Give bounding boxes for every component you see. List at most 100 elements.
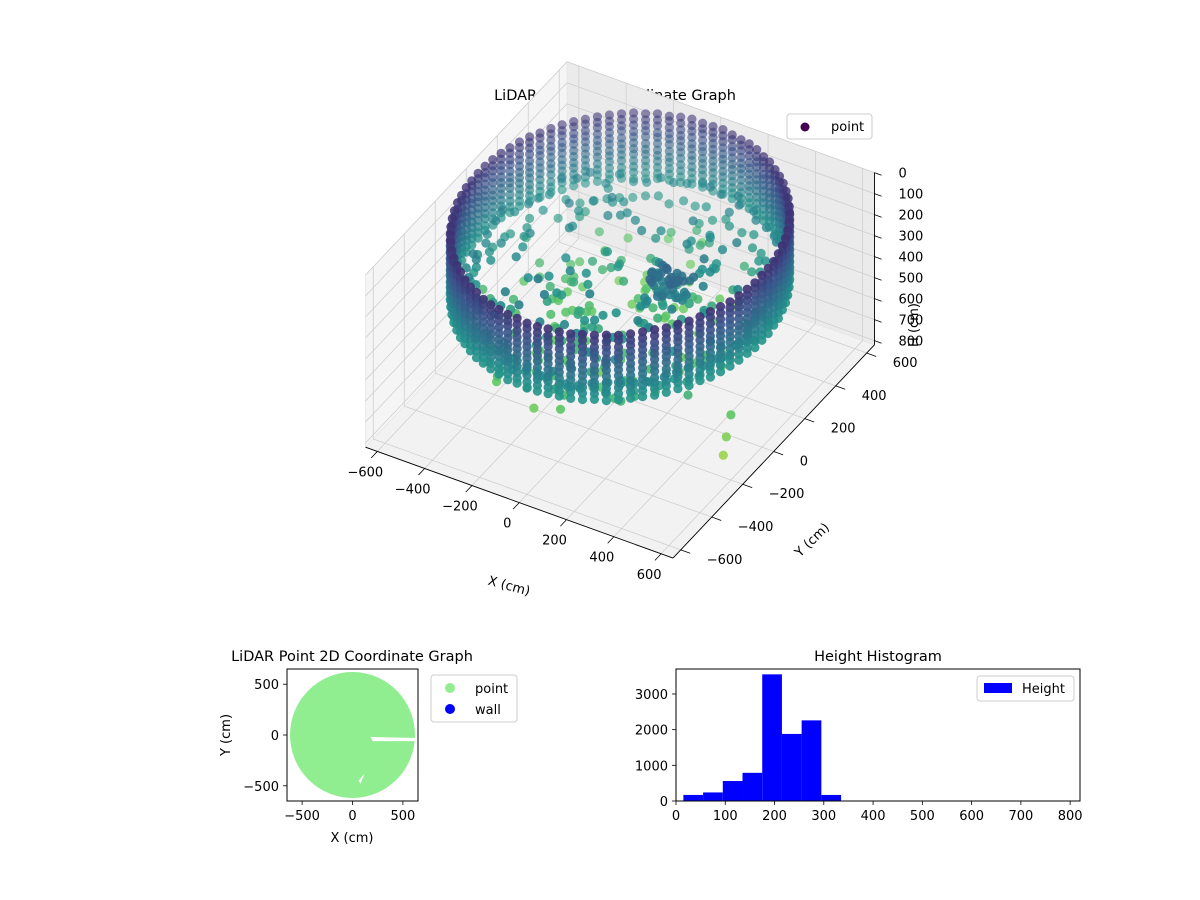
lidar-point-3d <box>783 193 793 203</box>
lidar-point-3d <box>690 201 700 211</box>
lidar-point-3d <box>684 380 694 391</box>
z-tick-3d <box>874 277 882 281</box>
y-tick-label-3d: 0 <box>800 454 808 469</box>
x-tick-label-hist: 300 <box>811 809 836 824</box>
lidar-point-3d <box>603 183 613 193</box>
grid-y-floor <box>435 372 743 485</box>
z-tick-3d <box>874 193 882 197</box>
lidar-point-3d <box>698 129 708 139</box>
lidar-point-3d <box>653 191 664 201</box>
lidar-point-3d <box>613 388 624 399</box>
lidar-point-3d <box>676 118 686 128</box>
lidar-point-3d <box>708 168 718 178</box>
point-cloud-3d <box>445 108 795 460</box>
grid-h-back <box>566 187 875 300</box>
lidar-point-3d <box>546 152 556 162</box>
lidar-point-3d <box>629 167 639 177</box>
y-tick-label-2d: −500 <box>243 780 279 795</box>
lidar-point-3d <box>566 363 576 373</box>
lidar-point-3d <box>736 169 746 179</box>
y-tick-label-2d: 0 <box>271 729 279 744</box>
lidar-point-3d <box>727 147 737 157</box>
lidar-point-3d <box>566 333 576 344</box>
lidar-point-3d <box>750 283 760 293</box>
lidar-point-3d <box>488 166 498 176</box>
lidar-point-3d <box>606 262 616 273</box>
lidar-point-3d <box>544 271 554 281</box>
lidar-point-3d <box>532 338 543 348</box>
lidar-point-3d <box>510 207 520 217</box>
lidar-point-3d <box>650 384 660 394</box>
y-tick-label-3d: −600 <box>707 553 743 568</box>
lidar-point-3d <box>726 410 736 420</box>
lidar-point-3d <box>754 256 764 266</box>
x-tick-label-hist: 600 <box>959 809 984 824</box>
lidar-point-3d <box>589 335 600 346</box>
lidar-point-3d <box>777 241 788 251</box>
lidar-point-3d <box>688 216 698 226</box>
lidar-point-3d <box>589 371 600 381</box>
lidar-point-3d <box>698 147 708 157</box>
lidar-point-3d <box>652 138 663 149</box>
lidar-point-3d <box>455 267 466 277</box>
lidar-point-3d <box>512 319 522 329</box>
lidar-point-3d <box>559 319 570 330</box>
lidar-point-3d <box>538 205 548 215</box>
legend-3d: point <box>786 113 873 140</box>
axes-2d-ticks: −500 0 500 −500 0 500 <box>243 678 415 824</box>
lidar-point-3d <box>566 351 576 361</box>
lidar-point-3d <box>749 206 759 216</box>
lidar-point-3d <box>590 315 600 325</box>
y-tick-label-hist: 0 <box>660 795 668 810</box>
lidar-point-3d <box>581 268 591 278</box>
lidar-point-3d <box>673 354 683 365</box>
lidar-point-3d <box>619 197 629 207</box>
lidar-point-3d <box>732 238 742 248</box>
lidar-point-3d <box>736 175 746 185</box>
x-tick-label-hist: 100 <box>713 809 738 824</box>
lidar-point-3d <box>705 318 716 328</box>
lidar-point-3d <box>565 266 575 276</box>
y-tick-3d <box>773 451 784 456</box>
y-tick-label-3d: 200 <box>831 422 856 437</box>
lidar-point-3d <box>685 259 696 269</box>
lidar-point-3d <box>687 144 697 154</box>
x-tick-label-3d: 0 <box>503 517 511 532</box>
x-tick-label-hist: 200 <box>762 809 787 824</box>
lidar-point-3d <box>653 272 663 282</box>
z-tick-label-3d: 600 <box>898 293 923 308</box>
lidar-point-3d <box>747 243 758 253</box>
x-tick-3d <box>512 502 520 510</box>
lidar-point-3d <box>486 364 496 374</box>
lidar-point-3d <box>717 245 728 255</box>
lidar-point-3d <box>742 348 752 358</box>
lidar-point-3d <box>718 160 728 170</box>
lidar-point-3d <box>505 148 515 158</box>
y-tick-label-3d: −200 <box>769 487 805 502</box>
lidar-point-3d <box>716 189 726 199</box>
lidar-point-3d <box>525 228 535 238</box>
lidar-point-3d <box>601 396 612 406</box>
lidar-point-3d <box>500 287 510 297</box>
y-tick-3d <box>835 385 846 390</box>
lidar-point-3d <box>628 176 639 187</box>
lidar-point-3d <box>522 383 532 393</box>
legend-histogram-frame <box>976 675 1075 702</box>
lidar-point-3d <box>604 157 615 167</box>
lidar-point-3d <box>566 393 576 403</box>
lidar-point-3d <box>601 330 612 340</box>
lidar-point-3d <box>471 293 482 303</box>
x-tick-label-hist: 800 <box>1058 809 1083 824</box>
lidar-point-3d <box>585 167 595 177</box>
lidar-point-3d <box>583 279 593 289</box>
lidar-point-3d <box>613 395 624 405</box>
lidar-point-3d <box>587 256 598 266</box>
lidar-point-3d <box>535 258 545 268</box>
lidar-point-3d <box>535 151 545 161</box>
lidar-point-3d <box>650 330 660 341</box>
z-tick-label-3d: 700 <box>898 314 923 329</box>
x-tick-3d <box>418 468 425 476</box>
lidar-point-3d <box>533 274 543 284</box>
y-tick-label-3d: −400 <box>738 520 774 535</box>
z-tick-3d <box>874 340 882 344</box>
